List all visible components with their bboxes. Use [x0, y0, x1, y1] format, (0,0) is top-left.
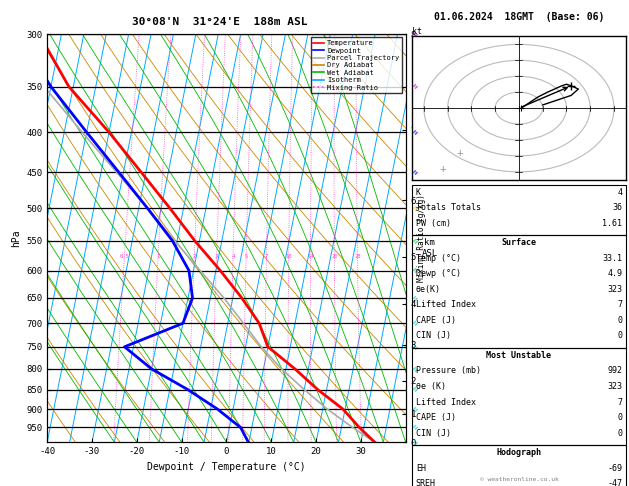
Text: 7: 7: [617, 300, 622, 310]
Text: 10: 10: [286, 254, 292, 259]
Text: K: K: [416, 188, 421, 197]
Text: 5: 5: [245, 254, 248, 259]
Text: 36: 36: [612, 203, 622, 212]
Text: 992: 992: [607, 366, 622, 376]
Text: +: +: [456, 148, 463, 158]
Text: 2: 2: [192, 254, 196, 259]
Text: Totals Totals: Totals Totals: [416, 203, 481, 212]
Text: 0: 0: [617, 331, 622, 341]
Text: 0: 0: [617, 413, 622, 422]
Text: kt: kt: [412, 27, 422, 35]
X-axis label: Dewpoint / Temperature (°C): Dewpoint / Temperature (°C): [147, 462, 306, 472]
Text: © weatheronline.co.uk: © weatheronline.co.uk: [479, 477, 559, 482]
Text: 323: 323: [607, 285, 622, 294]
Text: Hodograph: Hodograph: [496, 448, 542, 457]
Text: ≡: ≡: [412, 405, 420, 413]
Text: Pressure (mb): Pressure (mb): [416, 366, 481, 376]
Text: ≡: ≡: [412, 424, 420, 431]
Text: 1: 1: [157, 254, 160, 259]
Text: EH: EH: [416, 464, 426, 473]
Text: 01.06.2024  18GMT  (Base: 06): 01.06.2024 18GMT (Base: 06): [434, 12, 604, 22]
Text: Lifted Index: Lifted Index: [416, 300, 476, 310]
Text: Dewp (°C): Dewp (°C): [416, 269, 461, 278]
Text: CAPE (J): CAPE (J): [416, 316, 456, 325]
Text: 0: 0: [617, 316, 622, 325]
Text: -69: -69: [607, 464, 622, 473]
Text: ≡: ≡: [412, 31, 420, 37]
Text: -47: -47: [607, 479, 622, 486]
Text: 4: 4: [231, 254, 235, 259]
Text: ≡: ≡: [412, 129, 420, 136]
Text: ≡: ≡: [412, 169, 420, 176]
Text: 20: 20: [331, 254, 338, 259]
Text: θe (K): θe (K): [416, 382, 446, 391]
Y-axis label: hPa: hPa: [11, 229, 21, 247]
Text: 30°08'N  31°24'E  188m ASL: 30°08'N 31°24'E 188m ASL: [132, 17, 308, 27]
Text: Temp (°C): Temp (°C): [416, 254, 461, 263]
Text: 3: 3: [215, 254, 218, 259]
Text: ≡: ≡: [412, 237, 420, 244]
Text: 4: 4: [617, 188, 622, 197]
Text: PW (cm): PW (cm): [416, 219, 451, 228]
Text: 4.9: 4.9: [607, 269, 622, 278]
Text: ≡: ≡: [412, 320, 420, 327]
Text: Mixing Ratio (g/kg): Mixing Ratio (g/kg): [417, 194, 426, 282]
Text: 7: 7: [617, 398, 622, 407]
Text: CIN (J): CIN (J): [416, 429, 451, 438]
Text: Surface: Surface: [501, 238, 537, 247]
Text: 323: 323: [607, 382, 622, 391]
Text: ≡: ≡: [412, 439, 420, 446]
Y-axis label: km
ASL: km ASL: [422, 238, 438, 258]
Text: 7: 7: [265, 254, 268, 259]
Text: 0.5: 0.5: [120, 254, 129, 259]
Text: Lifted Index: Lifted Index: [416, 398, 476, 407]
Legend: Temperature, Dewpoint, Parcel Trajectory, Dry Adiabat, Wet Adiabat, Isotherm, Mi: Temperature, Dewpoint, Parcel Trajectory…: [311, 37, 402, 93]
Text: Most Unstable: Most Unstable: [486, 351, 552, 360]
Text: CIN (J): CIN (J): [416, 331, 451, 341]
Text: ≡: ≡: [412, 343, 420, 350]
Text: 28: 28: [354, 254, 361, 259]
Text: SREH: SREH: [416, 479, 436, 486]
Text: θe(K): θe(K): [416, 285, 441, 294]
Text: ≡: ≡: [412, 386, 420, 393]
Text: 0: 0: [617, 429, 622, 438]
Text: 33.1: 33.1: [602, 254, 622, 263]
Text: ≡: ≡: [412, 205, 420, 212]
Text: CAPE (J): CAPE (J): [416, 413, 456, 422]
Text: ≡: ≡: [412, 365, 420, 372]
Text: ≡: ≡: [412, 295, 420, 302]
Text: 14: 14: [307, 254, 314, 259]
Text: ≡: ≡: [412, 267, 420, 274]
Text: ≡: ≡: [412, 83, 420, 90]
Text: +: +: [440, 164, 446, 174]
Text: 1.61: 1.61: [602, 219, 622, 228]
